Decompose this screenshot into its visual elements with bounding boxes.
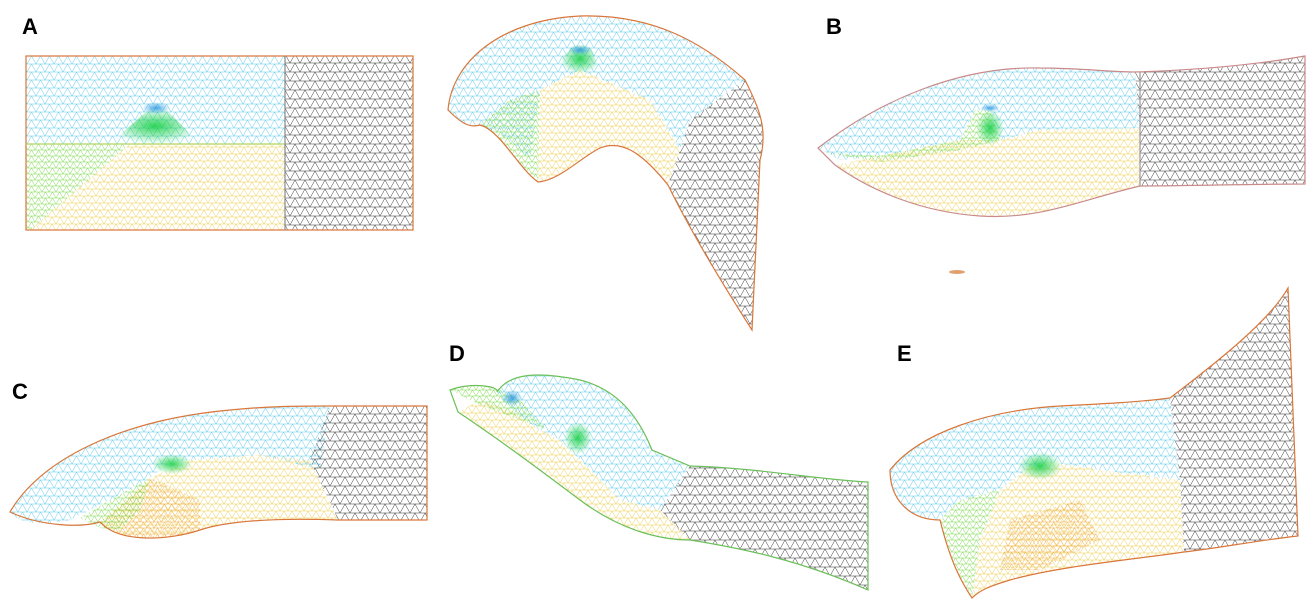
region-upper [818,67,1140,160]
region-focus [564,422,592,454]
region-tail [660,466,868,590]
region-lower-inner [1000,500,1100,570]
panel-outline [447,15,764,332]
panel-top-middle-mesh [447,15,764,332]
panel-a-outline [25,55,414,231]
region-focus [152,454,192,474]
panel-outline [817,55,1306,218]
region-upper [10,406,330,524]
region-left-wedge [26,144,130,230]
panel-label-c: C [12,379,28,404]
region-tail [1170,288,1298,552]
region-left-wedge [820,110,1000,162]
focus-spot [568,45,592,55]
focus-spot [980,104,1000,112]
region-left-wedge [80,478,150,530]
region-lower [538,70,680,185]
small-artifact [949,270,965,274]
panel-a-mesh [25,55,414,231]
region-focus [976,110,1004,146]
region-focus [110,108,200,144]
panel-e-mesh [889,285,1299,599]
panel-outline [449,374,869,591]
panel-d-mesh [449,374,869,591]
region-tail [1135,56,1305,186]
panel-b-mesh [817,55,1306,274]
region-upper [497,375,690,510]
panel-c-mesh [9,405,428,539]
region-focus [1018,452,1062,480]
panel-outline [9,405,428,539]
region-left-wedge [450,385,548,430]
focus-spot [142,102,170,114]
panel-label-b: B [826,14,842,39]
region-lower-right [200,144,285,230]
focus-spot [502,390,522,406]
panel-label-d: D [449,341,465,366]
region-left-wedge [940,490,1000,598]
region-tail [285,56,413,230]
panel-label-a: A [22,14,38,39]
region-lower [458,400,690,540]
panel-outline [889,285,1299,599]
region-tail [310,406,427,520]
region-left-wedge [480,90,540,182]
region-tail [668,80,764,330]
panel-label-e: E [897,341,912,366]
